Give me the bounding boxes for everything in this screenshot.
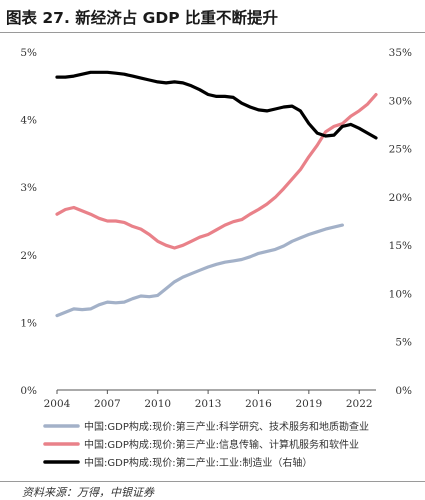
y-left-tick-label: 5% (20, 47, 37, 59)
y-left-tick-label: 1% (20, 317, 37, 329)
y-right-tick-label: 15% (389, 240, 412, 252)
footer-divider (0, 481, 425, 482)
x-tick-label: 2022 (346, 398, 373, 410)
x-tick-label: 2013 (195, 398, 222, 410)
x-tick-label: 2016 (245, 398, 272, 410)
x-tick-label: 2019 (295, 398, 322, 410)
y-right-tick-label: 30% (389, 95, 412, 107)
y-right-tick-label: 35% (389, 47, 412, 59)
chart-title: 图表 27. 新经济占 GDP 比重不断提升 (6, 9, 278, 27)
series-line-sci-tech (55, 223, 344, 318)
y-left-tick-label: 4% (20, 115, 37, 127)
source-note: 资料来源：万得，中银证券 (22, 486, 154, 499)
series-line-info-tech (55, 92, 378, 250)
legend-item-sci-tech: 中国:GDP构成:现价:第三产业:科学研究、技术服务和地质勘查业 (43, 420, 369, 433)
line-chart: 2004 2007 2010 2013 2016 2019 2022 0% 1% 2% 3% 4% 5%… (20, 47, 412, 469)
legend-label: 中国:GDP构成:现价:第三产业:科学研究、技术服务和地质勘查业 (84, 420, 369, 433)
series-line-manufacturing (55, 70, 378, 140)
chart-axes: 2004 2007 2010 2013 2016 2019 2022 0% 1% 2% 3% 4% 5%… (20, 47, 412, 410)
y-right-tick-label: 25% (389, 144, 412, 156)
y-right-tick-label: 5% (395, 337, 412, 349)
chart-series (55, 70, 378, 318)
legend-item-manufacturing: 中国:GDP构成:现价:第二产业:工业:制造业（右轴） (43, 456, 312, 469)
x-tick-label: 2010 (144, 398, 171, 410)
y-right-tick-label: 10% (389, 288, 412, 300)
y-right-tick-label: 20% (389, 192, 412, 204)
x-tick-label: 2004 (44, 398, 71, 410)
legend-label: 中国:GDP构成:现价:第三产业:信息传输、计算机服务和软件业 (84, 438, 359, 451)
y-left-tick-label: 0% (20, 385, 37, 397)
chart-legend: 中国:GDP构成:现价:第三产业:科学研究、技术服务和地质勘查业中国:GDP构成… (43, 420, 369, 469)
y-left-tick-label: 3% (20, 182, 37, 194)
legend-label: 中国:GDP构成:现价:第二产业:工业:制造业（右轴） (84, 456, 312, 469)
y-left-tick-label: 2% (20, 250, 37, 262)
y-right-tick-label: 0% (395, 385, 412, 397)
x-tick-label: 2007 (94, 398, 121, 410)
title-divider (0, 32, 425, 33)
legend-item-info-tech: 中国:GDP构成:现价:第三产业:信息传输、计算机服务和软件业 (43, 438, 359, 451)
